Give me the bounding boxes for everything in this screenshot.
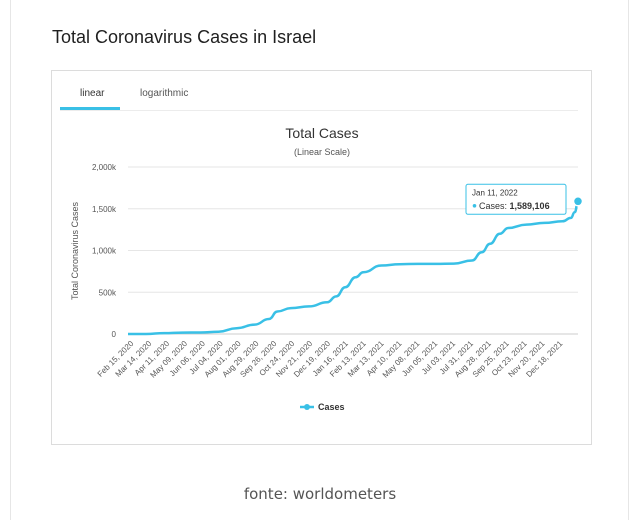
tooltip: Jan 11, 2022 Cases: 1,589,106 xyxy=(465,183,567,215)
chart-title: Total Cases xyxy=(285,125,358,141)
line-chart: Total Cases (Linear Scale) Total Coronav… xyxy=(70,125,584,412)
series-line-cases xyxy=(128,200,580,336)
tooltip-box xyxy=(465,183,567,215)
tab-linear[interactable]: linear xyxy=(80,88,105,99)
tooltip-date: Jan 11, 2022 xyxy=(472,188,518,197)
tab-logarithmic[interactable]: logarithmic xyxy=(140,88,189,99)
page-title: Total Coronavirus Cases in Israel xyxy=(52,27,317,47)
chart-card: linear logarithmic Total Cases (Linear S… xyxy=(51,70,592,445)
y-tick-label: 0 xyxy=(112,330,117,339)
y-axis-label: Total Coronavirus Cases xyxy=(70,201,80,300)
legend[interactable]: Cases xyxy=(300,402,345,412)
tooltip-value-number: 1,589,106 xyxy=(510,201,550,211)
y-tick-label: 1,500k xyxy=(92,205,117,214)
left-border xyxy=(10,0,11,520)
y-axis-ticks: 0 500k 1,000k 1,500k 2,000k xyxy=(92,163,117,339)
y-tick-label: 500k xyxy=(99,288,117,297)
y-tick-label: 1,000k xyxy=(92,247,117,256)
active-tab-indicator xyxy=(60,107,120,110)
chart-subtitle: (Linear Scale) xyxy=(294,147,350,157)
tooltip-value: Cases: 1,589,106 xyxy=(479,201,550,211)
tooltip-series-dot xyxy=(472,204,477,208)
legend-marker-cases xyxy=(304,404,310,410)
right-border xyxy=(628,0,629,520)
series-point-latest[interactable] xyxy=(572,196,584,207)
source-footer: fonte: worldometers xyxy=(243,485,397,503)
legend-label-cases: Cases xyxy=(318,402,345,412)
tooltip-series-name: Cases xyxy=(479,201,505,211)
y-tick-label: 2,000k xyxy=(92,163,117,172)
scale-tabs: linear logarithmic xyxy=(60,85,578,111)
